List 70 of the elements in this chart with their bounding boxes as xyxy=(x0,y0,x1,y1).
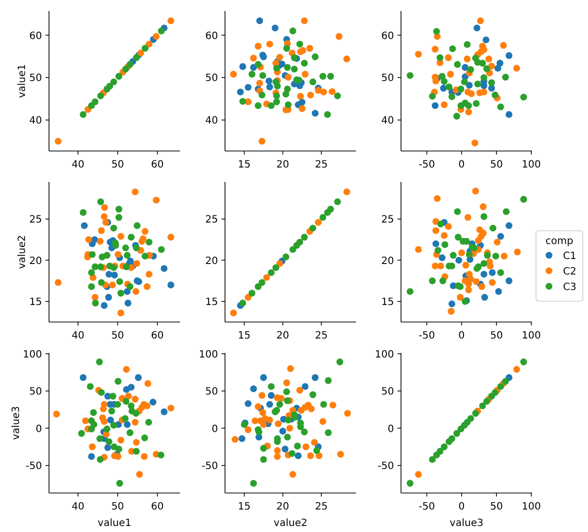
y-tick-label: 50 xyxy=(205,386,218,398)
y-tick-label: 0 xyxy=(388,424,394,435)
y-tick-label: 40 xyxy=(29,116,42,127)
x-tick-label: 15 xyxy=(238,160,251,170)
y-axis-title: value3 xyxy=(10,406,22,440)
x-tick-label: 50 xyxy=(490,330,503,342)
x-tick-label: 25 xyxy=(314,502,328,512)
y-tick-label: -50 xyxy=(378,461,394,472)
y-tick-label: 0 xyxy=(36,424,42,435)
x-tick-label: 60 xyxy=(151,502,164,512)
x-tick-label: 0 xyxy=(458,502,465,512)
x-tick-label: 25 xyxy=(314,330,328,342)
y-tick-label: 25 xyxy=(381,214,394,226)
legend-label: C1 xyxy=(563,250,576,262)
x-tick-label: 40 xyxy=(72,502,84,512)
x-tick-label: 25 xyxy=(314,160,328,170)
y-axis-title: value2 xyxy=(17,235,28,269)
y-tick-label: -50 xyxy=(26,461,42,472)
y-tick-label: 25 xyxy=(205,214,218,226)
y-tick-label: 15 xyxy=(381,297,394,308)
x-tick-label: 50 xyxy=(490,160,503,170)
x-tick-label: 100 xyxy=(522,502,541,512)
x-axis-title: value2 xyxy=(274,518,308,529)
x-tick-label: 0 xyxy=(458,160,465,170)
y-tick-label: 100 xyxy=(22,349,42,360)
x-tick-label: 50 xyxy=(111,502,124,512)
y-tick-label: 100 xyxy=(374,349,394,360)
x-tick-label: 100 xyxy=(522,160,541,170)
y-tick-label: 40 xyxy=(381,116,394,127)
y-tick-label: 100 xyxy=(198,349,218,360)
y-tick-label: -50 xyxy=(202,461,218,472)
x-tick-label: 100 xyxy=(522,330,541,342)
y-tick-label: 50 xyxy=(205,73,218,84)
legend-label: C2 xyxy=(563,266,576,278)
x-tick-label: 50 xyxy=(111,160,124,170)
legend-label: C3 xyxy=(563,282,576,293)
y-tick-label: 40 xyxy=(205,116,218,127)
y-axis-title: value1 xyxy=(17,64,28,98)
y-tick-label: 0 xyxy=(212,424,218,435)
y-tick-label: 60 xyxy=(205,30,218,42)
legend-title: comp xyxy=(546,236,574,247)
x-tick-label: 60 xyxy=(151,160,164,170)
x-tick-label: 15 xyxy=(238,502,251,512)
x-tick-label: 20 xyxy=(276,330,290,342)
y-tick-label: 25 xyxy=(29,214,42,226)
x-tick-label: 20 xyxy=(276,502,290,512)
y-tick-label: 60 xyxy=(29,30,42,42)
y-tick-label: 50 xyxy=(29,386,42,398)
y-tick-label: 15 xyxy=(205,297,218,308)
y-tick-label: 50 xyxy=(29,73,42,84)
y-tick-label: 15 xyxy=(29,297,42,308)
x-tick-label: 60 xyxy=(151,330,164,342)
y-tick-label: 50 xyxy=(381,73,394,84)
x-axis-title: value1 xyxy=(98,518,132,529)
x-tick-label: -50 xyxy=(418,160,435,170)
x-axis-title: value3 xyxy=(450,518,484,529)
x-tick-label: -50 xyxy=(418,330,435,342)
x-tick-label: 50 xyxy=(490,502,503,512)
x-tick-label: 15 xyxy=(238,330,251,342)
x-tick-label: 40 xyxy=(72,330,84,342)
x-tick-label: 50 xyxy=(111,330,124,342)
y-tick-label: 60 xyxy=(381,30,394,42)
y-tick-label: 20 xyxy=(29,256,42,267)
x-tick-label: 0 xyxy=(458,330,465,342)
y-tick-label: 20 xyxy=(381,256,394,267)
x-tick-label: 20 xyxy=(276,160,290,170)
y-tick-label: 20 xyxy=(205,256,218,267)
x-tick-label: -50 xyxy=(418,502,435,512)
x-tick-label: 40 xyxy=(72,160,84,170)
y-tick-label: 50 xyxy=(381,386,394,398)
